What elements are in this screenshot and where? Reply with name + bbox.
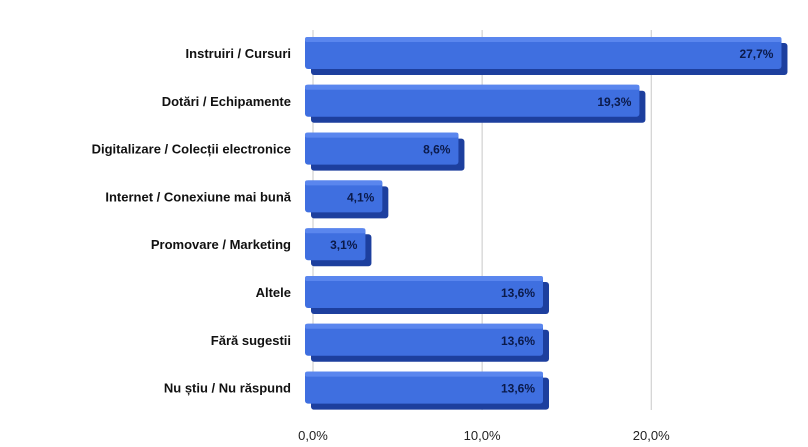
bar-highlight (305, 371, 544, 377)
bar-highlight (305, 84, 640, 90)
category-label: Dotări / Echipamente (162, 94, 291, 109)
x-axis-tick-labels: 0,0% 10,0% 20,0% (298, 428, 670, 443)
data-label: 27,7% (739, 47, 773, 61)
bar (305, 371, 550, 410)
bar-face (305, 180, 383, 213)
category-label: Internet / Conexiune mai bună (105, 189, 291, 204)
x-tick-label: 20,0% (633, 428, 670, 443)
category-label: Promovare / Marketing (151, 237, 291, 252)
bar (305, 132, 465, 171)
bar-highlight (305, 180, 383, 186)
bar-face (305, 323, 544, 356)
bar-face (305, 37, 782, 69)
data-label: 8,6% (423, 143, 451, 157)
category-labels: Instruiri / Cursuri Dotări / Echipamente D… (92, 46, 292, 396)
category-label: Nu știu / Nu răspund (164, 381, 291, 396)
bar-face (305, 228, 366, 261)
bar-face (305, 276, 544, 308)
bar (305, 276, 550, 314)
data-label: 19,3% (597, 95, 631, 109)
x-tick-label: 10,0% (464, 428, 501, 443)
bar-face (305, 371, 544, 404)
bar (305, 37, 788, 75)
bar (305, 180, 389, 219)
value-labels: 27,7% 19,3% 8,6% 4,1% 3,1% 13,6% 13,6% 13,6% (330, 47, 774, 396)
data-label: 13,6% (501, 286, 535, 300)
category-label: Digitalizare / Colecții electronice (92, 142, 291, 157)
data-label: 4,1% (347, 190, 375, 204)
bar-face (305, 132, 459, 165)
bar-face (305, 84, 640, 117)
data-label: 13,6% (501, 382, 535, 396)
bar (305, 323, 550, 362)
bar-highlight (305, 276, 544, 281)
bar (305, 84, 646, 123)
bar-highlight (305, 228, 366, 234)
bar (305, 228, 372, 267)
data-label: 13,6% (501, 334, 535, 348)
category-label: Fără sugestii (211, 333, 291, 348)
bar-highlight (305, 323, 544, 329)
category-label: Instruiri / Cursuri (186, 46, 291, 61)
bar-highlight (305, 37, 782, 42)
category-label: Altele (256, 285, 291, 300)
bars (305, 37, 788, 410)
x-tick-label: 0,0% (298, 428, 328, 443)
data-label: 3,1% (330, 238, 358, 252)
bar-highlight (305, 132, 459, 138)
